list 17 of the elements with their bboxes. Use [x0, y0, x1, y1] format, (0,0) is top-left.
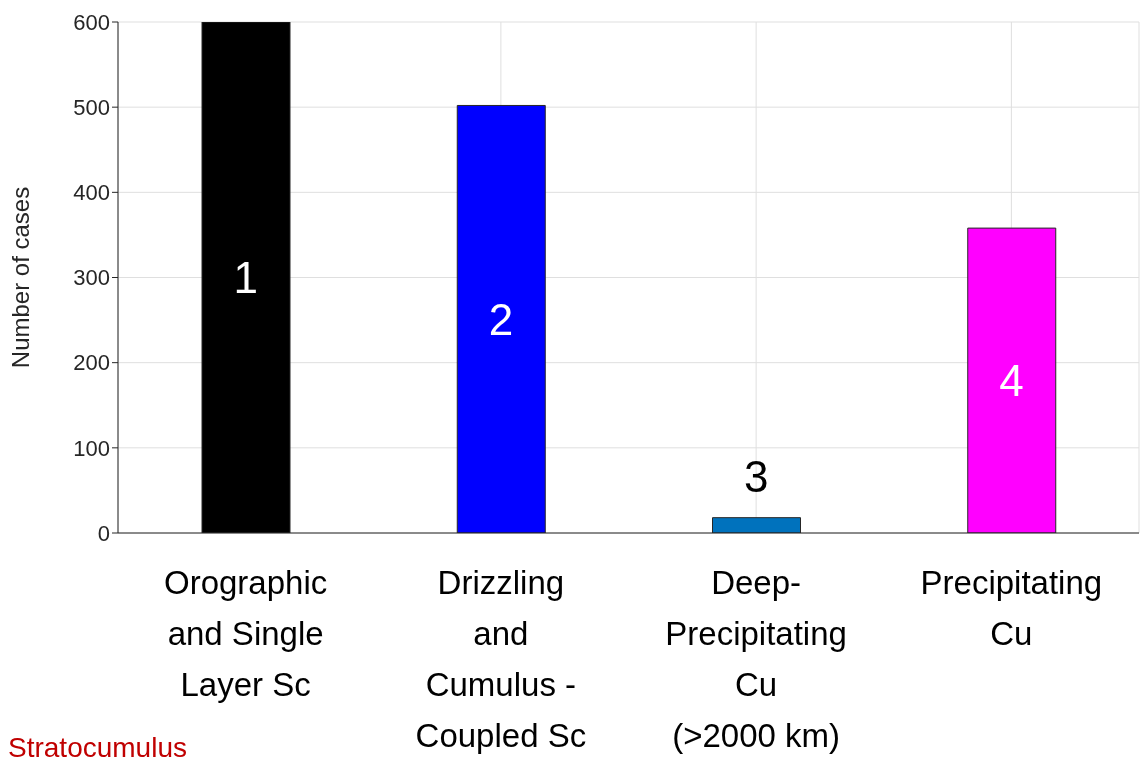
annotation: 2 [488, 294, 514, 344]
x-tick-label: Precipitating Cu [920, 564, 1103, 652]
annotation: 4 [999, 356, 1024, 406]
y-tick-label: 300 [73, 265, 110, 291]
y-tick-label: 0 [97, 520, 110, 546]
x-tick-label: Deep- Precipitating Cu (>2000 km) [665, 564, 847, 754]
annotation: 3 [743, 452, 769, 502]
y-tick-label: 500 [73, 94, 110, 120]
text: Stratocumulus [8, 732, 187, 764]
y-tick-label: 200 [73, 350, 110, 376]
y-tick-label: 400 [73, 180, 110, 206]
y-axis-title: Number of cases [6, 186, 34, 369]
x-tick-label: Orographic and Single Layer Sc [164, 564, 328, 703]
y-tick-label: 600 [73, 9, 110, 35]
y-tick-label: 100 [73, 435, 110, 461]
annotation: 1 [233, 253, 258, 303]
x-tick-label: Drizzling and Cumulus - Coupled Sc [415, 564, 587, 754]
